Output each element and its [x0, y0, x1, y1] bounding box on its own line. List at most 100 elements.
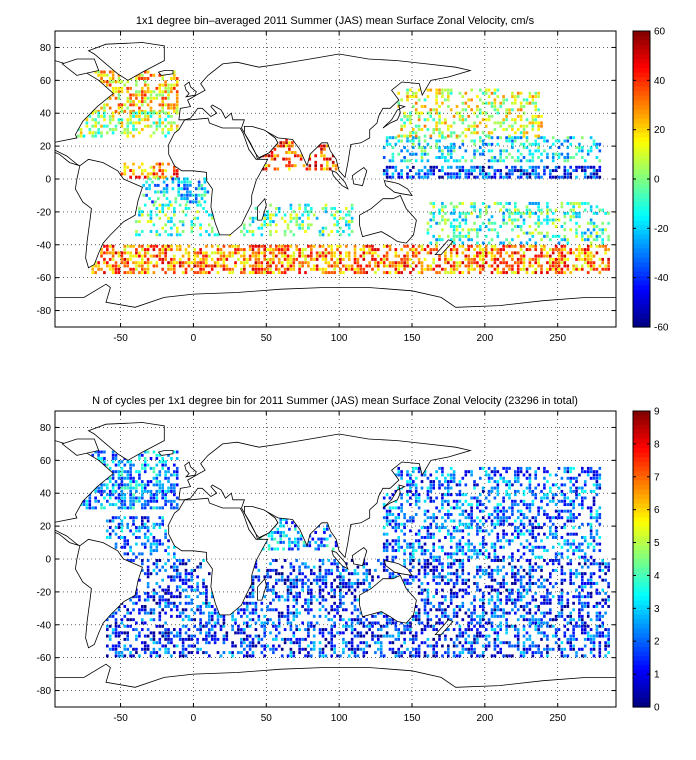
data-cell [528, 225, 532, 228]
data-cell [359, 248, 363, 252]
data-cell [94, 506, 97, 510]
data-cell [481, 618, 485, 622]
data-cell [342, 264, 345, 268]
data-cell [117, 483, 121, 487]
data-cell [155, 499, 159, 503]
data-cell [519, 124, 523, 128]
data-cell [190, 267, 194, 271]
data-cell [152, 539, 156, 543]
data-cell [452, 131, 456, 135]
data-cell [161, 77, 165, 80]
data-cell [323, 144, 326, 148]
data-cell [455, 578, 459, 582]
data-cell [146, 257, 150, 261]
data-cell [164, 111, 167, 115]
data-cell [449, 146, 453, 150]
data-cell [549, 611, 552, 615]
data-cell [452, 244, 456, 248]
data-cell [467, 628, 471, 632]
data-cell [484, 244, 488, 248]
data-cell [607, 644, 610, 648]
data-cell [540, 595, 543, 599]
data-cell [595, 582, 599, 585]
data-cell [449, 588, 453, 592]
data-cell [519, 136, 523, 140]
data-cell [377, 647, 380, 651]
data-cell [347, 210, 351, 214]
data-cell [164, 463, 167, 467]
data-cell [314, 160, 318, 164]
data-cell [129, 254, 132, 258]
data-cell [531, 142, 535, 146]
data-cell [589, 165, 593, 169]
data-cell [196, 585, 199, 589]
data-cell [531, 211, 535, 215]
data-cell [269, 267, 272, 271]
data-cell [111, 114, 115, 118]
data-cell [155, 93, 159, 97]
data-cell [441, 578, 444, 582]
data-cell [426, 251, 430, 255]
data-cell [225, 634, 229, 638]
data-cell [152, 470, 156, 474]
data-cell [350, 264, 354, 268]
data-cell [183, 180, 186, 184]
data-cell [289, 591, 293, 595]
data-cell [193, 257, 197, 261]
data-cell [514, 202, 517, 205]
data-cell [138, 453, 141, 457]
data-cell [237, 651, 240, 655]
data-cell [108, 70, 112, 74]
data-cell [216, 244, 220, 248]
data-cell [167, 114, 170, 118]
data-cell [493, 654, 497, 658]
data-cell [508, 218, 511, 222]
data-cell [164, 637, 167, 641]
data-cell [499, 149, 503, 153]
data-cell [505, 128, 508, 131]
data-cell [142, 193, 146, 197]
data-cell [123, 169, 127, 173]
data-cell [514, 139, 517, 143]
data-cell [205, 637, 208, 641]
data-cell [123, 647, 127, 651]
data-cell [263, 223, 267, 227]
data-cell [111, 80, 115, 84]
data-cell [502, 241, 505, 245]
data-cell [190, 651, 194, 655]
data-cell [167, 631, 170, 635]
data-cell [423, 654, 427, 658]
data-cell [170, 503, 173, 507]
data-cell [432, 248, 436, 252]
data-cell [173, 109, 176, 113]
data-cell [347, 226, 351, 230]
data-cell [534, 611, 538, 615]
data-cell [359, 634, 363, 638]
data-cell [426, 588, 430, 592]
data-cell [123, 264, 127, 268]
data-cell [143, 175, 147, 179]
data-cell [222, 257, 226, 261]
data-cell [403, 124, 406, 128]
data-cell [479, 618, 482, 622]
data-cell [487, 591, 491, 595]
data-cell [502, 582, 505, 585]
data-cell [598, 271, 602, 275]
data-cell [429, 202, 433, 205]
data-cell [540, 251, 543, 255]
data-cell [330, 251, 334, 255]
data-cell [208, 601, 211, 605]
data-cell [452, 114, 456, 118]
colorbar-segment [633, 132, 650, 138]
data-cell [146, 213, 150, 217]
data-cell [374, 621, 377, 625]
data-cell [519, 254, 523, 258]
data-cell [385, 172, 389, 176]
data-cell [479, 152, 482, 156]
data-cell [423, 624, 427, 628]
data-cell [525, 637, 529, 641]
data-cell [397, 101, 401, 105]
data-cell [164, 476, 167, 480]
data-cell [534, 175, 538, 179]
data-cell [222, 261, 226, 265]
